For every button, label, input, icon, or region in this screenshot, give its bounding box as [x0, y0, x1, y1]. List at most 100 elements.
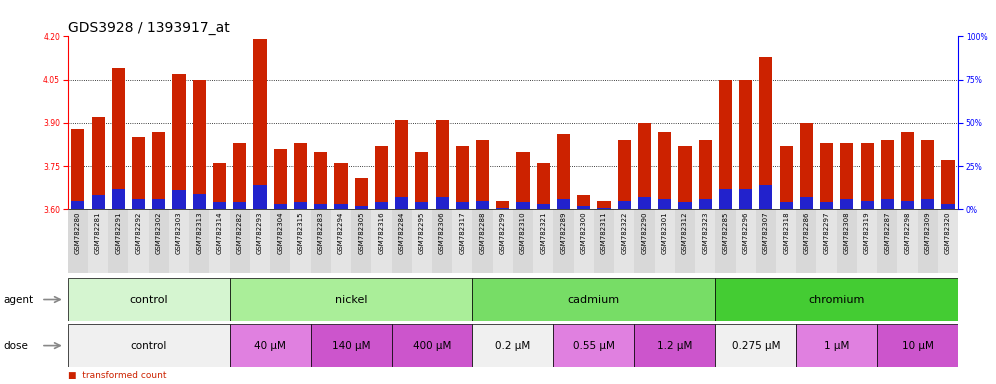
- Text: GSM782306: GSM782306: [439, 211, 445, 254]
- Bar: [250, 209, 270, 273]
- Bar: [172, 74, 185, 209]
- Bar: [877, 209, 897, 273]
- Bar: [233, 202, 246, 209]
- Bar: [698, 140, 712, 209]
- Bar: [901, 201, 914, 209]
- Bar: [213, 163, 226, 209]
- Bar: [355, 178, 368, 209]
- Bar: [594, 209, 615, 273]
- Bar: [841, 199, 854, 209]
- Text: GSM782310: GSM782310: [520, 211, 526, 254]
- Bar: [796, 209, 817, 273]
- Bar: [557, 199, 570, 209]
- Text: GSM782318: GSM782318: [783, 211, 789, 254]
- Bar: [68, 209, 88, 273]
- Text: GSM782317: GSM782317: [459, 211, 465, 254]
- Bar: [476, 201, 489, 209]
- Bar: [618, 140, 630, 209]
- Text: GSM782298: GSM782298: [904, 211, 910, 254]
- Bar: [496, 208, 509, 209]
- Bar: [715, 278, 958, 321]
- Bar: [472, 278, 715, 321]
- Bar: [880, 199, 893, 209]
- Bar: [698, 199, 712, 209]
- Bar: [634, 209, 654, 273]
- Text: GSM782313: GSM782313: [196, 211, 202, 254]
- Bar: [739, 80, 752, 209]
- Bar: [395, 197, 408, 209]
- Bar: [574, 209, 594, 273]
- Bar: [314, 204, 328, 209]
- Text: GSM782320: GSM782320: [945, 211, 951, 254]
- Text: GSM782307: GSM782307: [763, 211, 769, 254]
- Bar: [372, 209, 391, 273]
- Bar: [715, 324, 796, 367]
- Text: GSM782304: GSM782304: [277, 211, 283, 254]
- Bar: [311, 209, 331, 273]
- Bar: [169, 209, 189, 273]
- Text: GSM782300: GSM782300: [581, 211, 587, 254]
- Bar: [658, 132, 671, 209]
- Bar: [517, 202, 530, 209]
- Bar: [598, 201, 611, 209]
- Bar: [472, 209, 493, 273]
- Text: GSM782322: GSM782322: [622, 211, 627, 253]
- Bar: [861, 201, 873, 209]
- Bar: [456, 146, 469, 209]
- Text: GSM782321: GSM782321: [540, 211, 546, 254]
- Bar: [618, 201, 630, 209]
- Bar: [68, 324, 230, 367]
- Text: chromium: chromium: [809, 295, 865, 305]
- Bar: [476, 140, 489, 209]
- Text: GSM782293: GSM782293: [257, 211, 263, 254]
- Bar: [415, 202, 428, 209]
- Bar: [780, 146, 793, 209]
- Bar: [800, 123, 813, 209]
- Bar: [820, 202, 834, 209]
- Text: GSM782289: GSM782289: [561, 211, 567, 254]
- Bar: [411, 209, 432, 273]
- Bar: [435, 197, 448, 209]
- Text: GSM782319: GSM782319: [865, 211, 871, 254]
- Text: GSM782297: GSM782297: [824, 211, 830, 254]
- Bar: [493, 209, 513, 273]
- Bar: [921, 140, 934, 209]
- Bar: [391, 324, 472, 367]
- Bar: [634, 324, 715, 367]
- Text: GSM782303: GSM782303: [176, 211, 182, 254]
- Bar: [152, 199, 165, 209]
- Text: GSM782282: GSM782282: [237, 211, 243, 253]
- Bar: [861, 143, 873, 209]
- Bar: [615, 209, 634, 273]
- Text: 140 μM: 140 μM: [332, 341, 371, 351]
- Bar: [432, 209, 452, 273]
- Bar: [274, 204, 287, 209]
- Bar: [841, 143, 854, 209]
- Text: GSM782280: GSM782280: [75, 211, 81, 254]
- Bar: [132, 137, 145, 209]
- Bar: [533, 209, 554, 273]
- Text: GSM782302: GSM782302: [155, 211, 161, 254]
- Bar: [189, 209, 209, 273]
- Text: control: control: [130, 341, 167, 351]
- Bar: [719, 189, 732, 209]
- Bar: [739, 189, 752, 209]
- Bar: [92, 117, 105, 209]
- Bar: [820, 143, 834, 209]
- Text: GSM782284: GSM782284: [398, 211, 404, 253]
- Bar: [554, 209, 574, 273]
- Bar: [294, 202, 307, 209]
- Bar: [291, 209, 311, 273]
- Bar: [759, 185, 773, 209]
- Bar: [941, 161, 954, 209]
- Bar: [331, 209, 351, 273]
- Bar: [112, 189, 124, 209]
- Bar: [209, 209, 230, 273]
- Bar: [152, 132, 165, 209]
- Bar: [192, 80, 206, 209]
- Text: 0.275 μM: 0.275 μM: [731, 341, 780, 351]
- Bar: [496, 201, 509, 209]
- Bar: [415, 152, 428, 209]
- Text: GSM782295: GSM782295: [419, 211, 425, 253]
- Text: GSM782283: GSM782283: [318, 211, 324, 254]
